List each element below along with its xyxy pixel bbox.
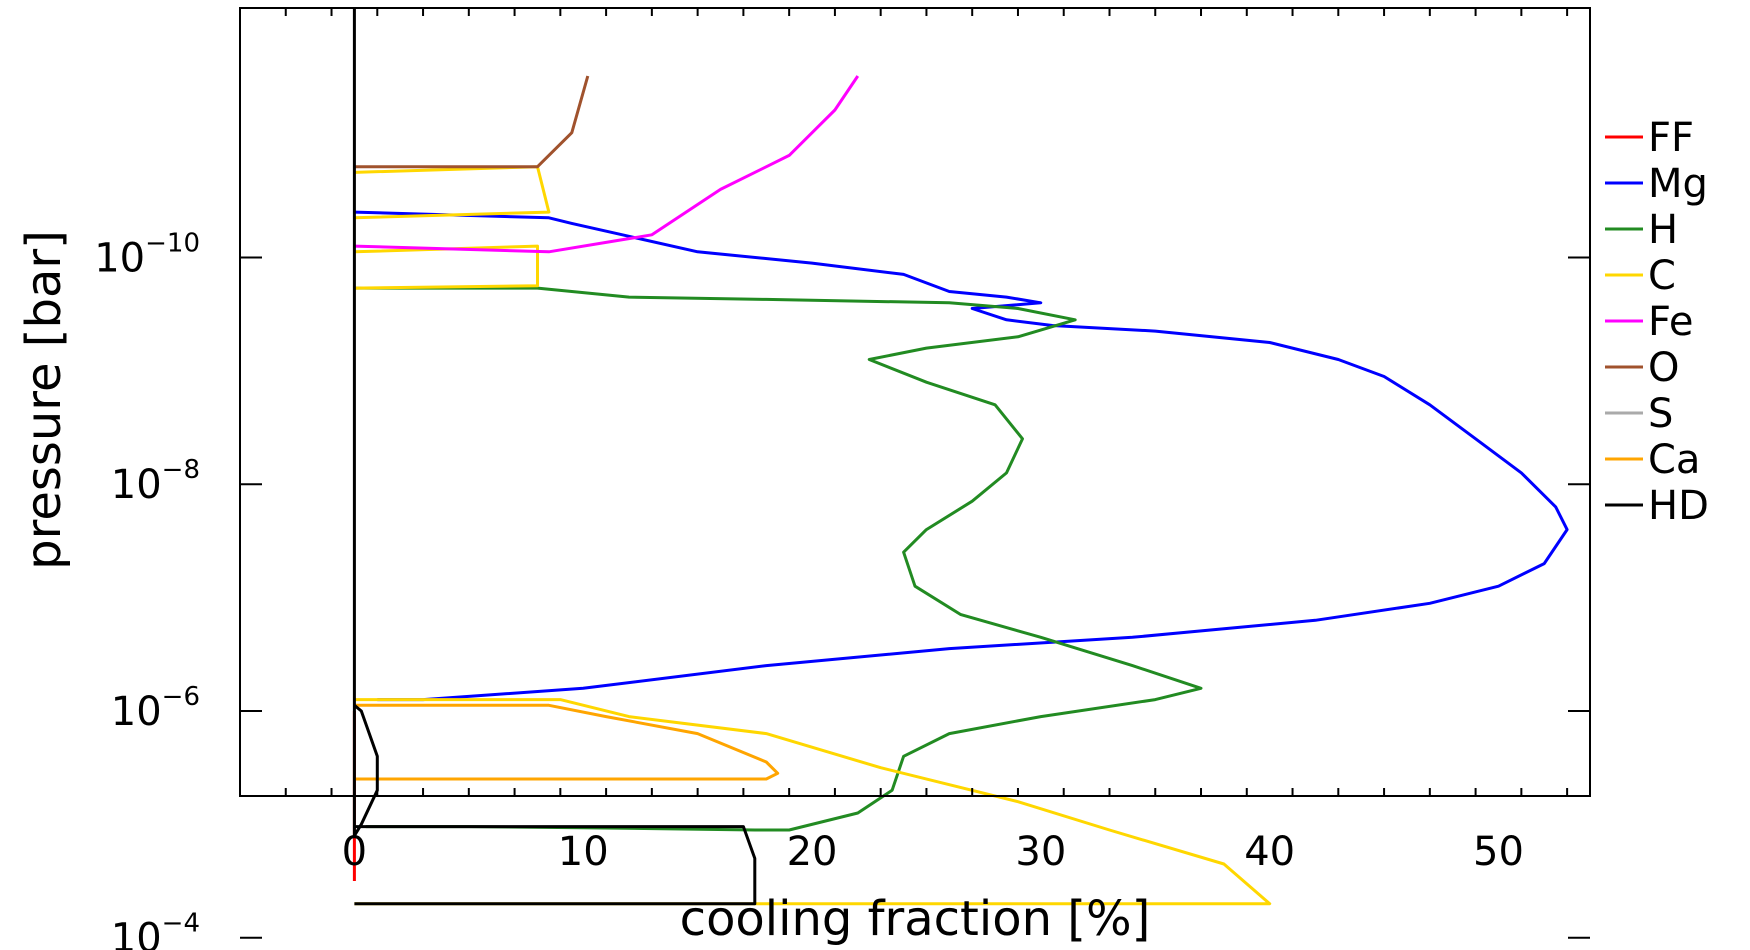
- series-mg-line: [354, 210, 1569, 702]
- legend-label: H: [1648, 207, 1678, 253]
- x-tick-labels: 0 10 20 30 40 50: [342, 829, 1524, 875]
- y-tick-labels: 10−10 10−8 10−6 10−4: [94, 228, 200, 950]
- x-tick-label: 0: [342, 829, 367, 875]
- legend-label: S: [1648, 391, 1673, 437]
- series-layer: [352, 8, 1569, 906]
- x-tick-label: 50: [1473, 829, 1524, 875]
- series-c-line: [354, 244, 539, 290]
- ticks-layer: [239, 8, 1590, 939]
- legend-label: FF: [1648, 115, 1694, 161]
- legend-label: Ca: [1648, 437, 1700, 483]
- x-tick-label: 20: [787, 829, 838, 875]
- x-tick-label: 10: [558, 829, 609, 875]
- y-tick-label: 10−10: [94, 228, 200, 281]
- series-c-line: [354, 698, 1272, 906]
- y-tick-label: 10−8: [111, 455, 200, 508]
- y-tick-label: 10−4: [111, 909, 200, 950]
- legend-label: Mg: [1648, 161, 1708, 207]
- legend-label: O: [1648, 345, 1679, 391]
- series-h-line: [354, 286, 1203, 832]
- x-tick-label: 30: [1015, 829, 1066, 875]
- series-hd-line: [352, 8, 379, 838]
- series-fe-line: [354, 75, 860, 254]
- y-tick-label: 10−6: [111, 682, 200, 735]
- series-ca-line: [354, 703, 780, 781]
- legend-label: HD: [1648, 483, 1709, 529]
- series-c-line: [354, 165, 551, 220]
- legend-label: Fe: [1648, 299, 1693, 345]
- x-tick-label: 40: [1244, 829, 1295, 875]
- y-axis-label: pressure [bar]: [16, 230, 72, 570]
- series-o-line: [354, 75, 590, 169]
- plot-frame: [239, 7, 1591, 797]
- x-axis-label: cooling fraction [%]: [680, 891, 1151, 947]
- series-hd-line: [354, 825, 757, 906]
- legend-label: C: [1648, 253, 1676, 299]
